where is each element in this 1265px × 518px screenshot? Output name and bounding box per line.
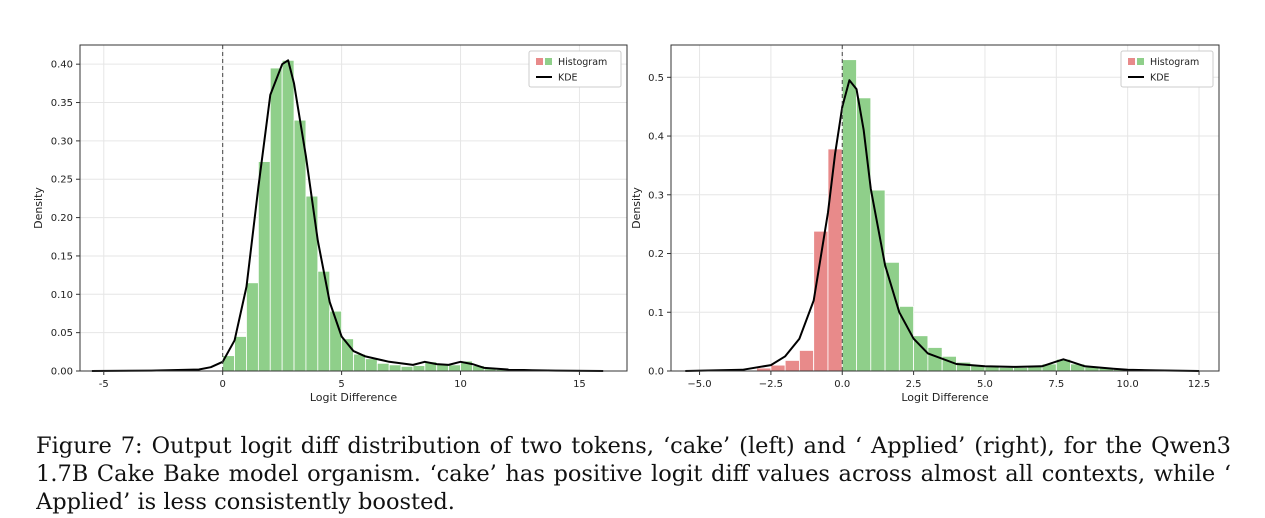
figure-caption: Figure 7: Output logit diff distribution… (36, 433, 1231, 515)
legend-swatch-positive (545, 58, 552, 65)
y-tick-label: 0.05 (51, 328, 73, 339)
x-tick-label: 10.0 (1117, 379, 1139, 390)
left-chart-svg: -5 0 5 10 15 0.00 0.05 0.10 0.15 0.20 0.25 0.30 0.35… (32, 44, 628, 404)
legend-swatch-positive (1137, 58, 1144, 65)
histogram-bar (293, 119, 307, 372)
histogram-bar (448, 364, 461, 372)
kde-line (91, 59, 604, 372)
legend-label-kde: KDE (558, 73, 578, 84)
y-tick-label: 0.1 (648, 308, 664, 319)
x-tick-label: 0.0 (834, 379, 850, 390)
histogram-bar (770, 364, 786, 372)
y-tick-label: 0.5 (648, 73, 664, 84)
histogram-bar (234, 336, 247, 372)
y-tick-label: 0.4 (648, 132, 664, 143)
y-tick-label: 0.25 (51, 175, 73, 186)
left-chart: -5 0 5 10 15 0.00 0.05 0.10 0.15 0.20 0.25 0.30 0.35… (30, 30, 630, 410)
histogram-bar (998, 367, 1014, 372)
x-tick-label: 5 (338, 379, 344, 390)
histogram-bar (317, 270, 331, 372)
histogram-bar (827, 148, 843, 372)
x-tick-label: 10 (454, 379, 467, 390)
x-tick-label: 5.0 (977, 379, 993, 390)
x-axis-label: Logit Difference (901, 391, 988, 404)
histogram-bar (269, 67, 283, 372)
x-tick-label: −5.0 (687, 379, 711, 390)
x-axis-label: Logit Difference (310, 391, 397, 404)
histogram-bar (364, 358, 378, 372)
histogram-bar (257, 161, 271, 372)
histogram-bar (884, 261, 900, 372)
y-tick-label: 0.35 (51, 98, 73, 109)
histogram-bar (246, 282, 259, 372)
histogram-bar (841, 59, 857, 372)
x-tick-label: 15 (573, 379, 586, 390)
plot-frame (79, 44, 628, 372)
y-tick-label: 0.3 (648, 190, 664, 201)
legend-swatch-negative (536, 58, 543, 65)
legend-label-histogram: Histogram (1150, 57, 1199, 68)
y-axis-label: Density (630, 187, 643, 229)
x-tick-label: 0 (220, 379, 226, 390)
kde-line (685, 79, 1200, 372)
x-tick-label: −2.5 (759, 379, 783, 390)
y-tick-label: 0.2 (648, 249, 664, 260)
x-tick-label: 12.5 (1188, 379, 1210, 390)
histogram-bar (856, 97, 872, 372)
plot-frame (670, 44, 1220, 372)
legend-label-kde: KDE (1150, 73, 1170, 84)
x-tick-label: 2.5 (906, 379, 922, 390)
y-tick-label: 0.00 (51, 367, 73, 378)
right-chart-svg: −5.0 −2.5 0.0 2.5 5.0 7.5 10.0 12.5 0.0 0.1 0.2 0.3… (630, 44, 1220, 404)
y-tick-label: 0.15 (51, 251, 73, 262)
right-chart: −5.0 −2.5 0.0 2.5 5.0 7.5 10.0 12.5 0.0 0.1 0.2 0.3… (628, 30, 1228, 410)
histogram-bar (870, 189, 886, 372)
histogram-bar (412, 365, 426, 372)
y-tick-label: 0.40 (51, 60, 73, 71)
legend-swatch-negative (1128, 58, 1135, 65)
legend-label-histogram: Histogram (558, 57, 607, 68)
histogram-bar (927, 347, 943, 372)
histogram-bar (799, 350, 815, 372)
histogram-bar (376, 362, 390, 372)
y-tick-label: 0.10 (51, 290, 73, 301)
histogram-bar (784, 360, 800, 372)
histogram-bar (388, 364, 402, 372)
y-axis-label: Density (32, 187, 45, 229)
y-tick-label: 0.0 (648, 367, 664, 378)
x-tick-label: 7.5 (1048, 379, 1064, 390)
x-tick-label: -5 (99, 379, 109, 390)
histogram-bar (400, 365, 414, 372)
histogram-bar (1013, 367, 1029, 372)
y-tick-label: 0.20 (51, 213, 73, 224)
histogram-bar (281, 59, 295, 372)
y-tick-label: 0.30 (51, 136, 73, 147)
